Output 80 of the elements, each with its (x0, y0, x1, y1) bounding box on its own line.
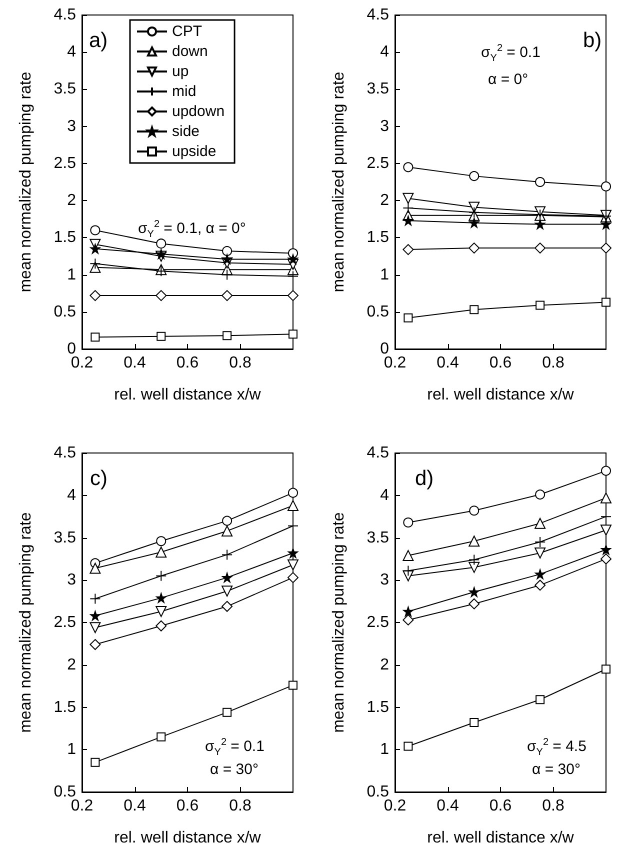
y-tick-label: 2 (67, 192, 76, 210)
y-tick-label: 3 (67, 118, 76, 135)
x-tick-label: 0.8 (542, 354, 564, 372)
x-tick-label: 0.4 (436, 798, 459, 814)
y-tick-label: 4 (380, 44, 390, 61)
x-tick-label: 0.2 (384, 354, 406, 372)
legend-label: CPT (172, 23, 202, 40)
x-tick-label: 0.4 (124, 354, 146, 372)
annotation: σ$_{Y}$$^{2}$ = 0.1 (481, 43, 540, 64)
y-tick-label: 4.5 (366, 444, 390, 462)
y-tick-label: 4 (67, 486, 76, 504)
y-tick-label: 2.5 (54, 614, 76, 631)
legend-label: mid (172, 83, 196, 100)
x-tick-label: 0.6 (489, 798, 512, 814)
y-tick-label: 3.5 (54, 80, 76, 98)
y-tick-label: 0.5 (54, 303, 76, 320)
y-tick-label: 2 (380, 192, 390, 210)
y-tick-label: 4 (380, 486, 390, 504)
y-tick-label: 2.5 (54, 154, 76, 172)
y-tick-label: 1.5 (54, 229, 76, 246)
y-tick-label: 1.5 (366, 229, 390, 246)
x-tick-label: 0.2 (384, 798, 406, 814)
y-tick-label: 0.5 (366, 784, 390, 800)
x-tick-label: 0.2 (70, 354, 94, 372)
legend-label: updown (172, 103, 225, 120)
x-axis-title: rel. well distance x/w (114, 830, 262, 846)
annotation: d) (415, 467, 434, 490)
annotation: σ$_{Y}$$^{2}$ = 0.1 (205, 737, 264, 758)
x-tick-label: 0.6 (176, 354, 199, 372)
y-axis-title: mean normalized pumping rate (330, 512, 348, 733)
y-tick-label: 0.5 (54, 784, 76, 800)
annotation: a) (89, 29, 108, 52)
x-axis-title: rel. well distance x/w (114, 386, 262, 404)
x-axis-title: rel. well distance x/w (427, 830, 574, 846)
y-tick-label: 1 (67, 741, 76, 758)
legend-label: side (172, 123, 200, 140)
y-tick-label: 3.5 (366, 80, 390, 98)
y-tick-label: 1 (67, 266, 76, 284)
y-tick-label: 4.5 (54, 6, 76, 24)
y-axis-title: mean normalized pumping rate (330, 72, 348, 292)
y-tick-label: 4 (67, 44, 76, 61)
y-tick-label: 4.5 (366, 6, 390, 24)
y-tick-label: 3 (67, 572, 76, 589)
x-axis-title: rel. well distance x/w (427, 386, 574, 404)
y-tick-label: 2 (380, 656, 390, 674)
x-tick-label: 0.6 (489, 354, 512, 372)
x-tick-label: 0.8 (542, 798, 564, 814)
y-tick-label: 1 (380, 266, 390, 284)
y-tick-label: 3 (380, 572, 390, 589)
annotation: α = 30° (532, 761, 580, 778)
annotation: α = 30° (210, 761, 258, 778)
y-tick-label: 4.5 (54, 444, 76, 462)
x-tick-label: 0.4 (436, 354, 459, 372)
y-tick-label: 2.5 (366, 154, 390, 172)
x-tick-label: 0.2 (70, 798, 94, 814)
x-tick-label: 0.6 (176, 798, 199, 814)
y-tick-label: 3.5 (54, 529, 76, 546)
x-tick-label: 0.8 (229, 354, 252, 372)
legend-label: upside (172, 143, 216, 160)
y-tick-label: 3.5 (366, 529, 390, 546)
y-tick-label: 2.5 (366, 614, 390, 631)
y-tick-label: 0.5 (366, 303, 390, 320)
annotation: b) (583, 29, 602, 52)
annotation: σ$_{Y}$$^{2}$ = 4.5 (527, 737, 586, 758)
y-tick-label: 1.5 (366, 698, 390, 716)
y-tick-label: 0 (380, 340, 390, 358)
x-tick-label: 0.4 (124, 798, 146, 814)
y-tick-label: 1.5 (54, 698, 76, 716)
annotation: α = 0° (488, 71, 528, 88)
annotation: σ$_{Y}$$^{2}$ = 0.1, α = 0° (138, 219, 246, 240)
y-tick-label: 2 (67, 656, 76, 674)
legend-label: up (172, 63, 189, 80)
legend-label: down (172, 43, 208, 60)
y-axis-title: mean normalized pumping rate (18, 512, 34, 733)
y-tick-label: 0 (67, 340, 76, 358)
y-tick-label: 1 (380, 741, 390, 758)
annotation: c) (90, 467, 108, 490)
y-tick-label: 3 (380, 118, 390, 135)
x-tick-label: 0.8 (229, 798, 252, 814)
y-axis-title: mean normalized pumping rate (18, 72, 34, 292)
